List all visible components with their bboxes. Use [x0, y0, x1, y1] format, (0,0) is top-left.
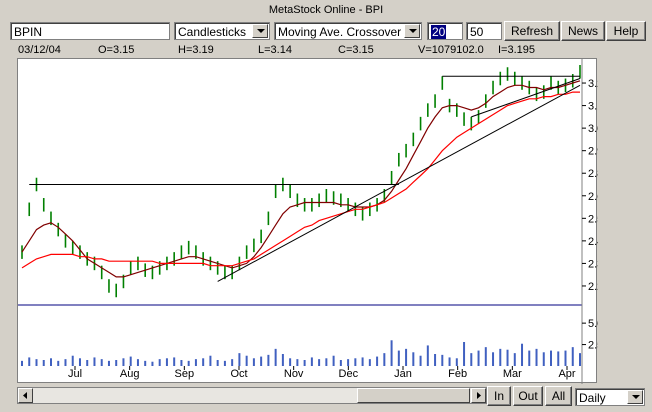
chevron-down-icon[interactable]	[404, 24, 420, 38]
x-tick-label: Feb	[448, 368, 467, 380]
trendline	[471, 78, 581, 118]
news-button[interactable]: News	[561, 21, 605, 41]
y-tick-label: 2.6999	[588, 191, 598, 203]
y-tick-label: 2.8	[588, 168, 598, 180]
quote-close: C=3.15	[338, 44, 374, 56]
window-title: MetaStock Online - BPI	[268, 4, 384, 16]
x-tick-label: Mar	[503, 368, 522, 380]
fast-period-value: 20	[431, 25, 447, 39]
quote-open: O=3.15	[98, 44, 135, 56]
indicator-select[interactable]: Moving Ave. Crossover	[274, 22, 422, 40]
x-tick-label: Jul	[68, 368, 82, 380]
scroll-left-button[interactable]	[18, 388, 33, 403]
volume-tick-label: 2.5m	[588, 340, 598, 352]
arrow-left-icon	[23, 392, 27, 399]
moving-average-line	[21, 91, 580, 269]
interval-select[interactable]: Daily	[575, 388, 645, 406]
x-tick-label: Jan	[394, 368, 412, 380]
chart-style-select[interactable]: Candlesticks	[174, 22, 270, 40]
refresh-button[interactable]: Refresh	[504, 21, 560, 41]
quote-indicator: I=3.195	[498, 44, 536, 56]
y-tick-label: 2.5999	[588, 213, 598, 225]
y-tick-label: 3.2	[588, 78, 598, 90]
x-tick-label: Apr	[558, 368, 575, 380]
symbol-input[interactable]: BPIN	[10, 22, 170, 40]
y-tick-label: 2.3999	[588, 258, 598, 270]
x-tick-label: Oct	[230, 368, 247, 380]
scroll-thumb[interactable]	[357, 388, 470, 403]
help-button[interactable]: Help	[606, 21, 646, 41]
y-tick-label: 2.4999	[588, 236, 598, 248]
slow-period-input[interactable]: 50	[466, 22, 502, 40]
x-tick-label: Aug	[120, 368, 140, 380]
arrow-right-icon	[477, 392, 481, 399]
zoom-all-button[interactable]: All	[545, 386, 572, 406]
trendline	[217, 84, 581, 282]
chevron-down-icon[interactable]	[627, 390, 643, 404]
y-tick-label: 2.9	[588, 146, 598, 158]
indicator-value: Moving Ave. Crossover	[278, 25, 402, 39]
volume-tick-label: 5.0m	[588, 318, 598, 330]
quote-date: 03/12/04	[18, 44, 61, 56]
y-tick-label: 3.1	[588, 101, 598, 113]
fast-period-input[interactable]: 20	[427, 22, 463, 40]
interval-value: Daily	[579, 391, 606, 405]
horizontal-scrollbar[interactable]	[17, 387, 487, 404]
scroll-right-button[interactable]	[471, 388, 486, 403]
moving-average-line	[21, 80, 581, 278]
chart-frame[interactable]: 3.2 3.1 3.0 2.9 2.8 2.6999 2.5999 2.4999 2.3999 2…	[17, 58, 622, 384]
y-tick-label: 2.2999	[588, 281, 598, 293]
x-tick-label: Dec	[339, 368, 359, 380]
zoom-out-button[interactable]: Out	[513, 386, 543, 406]
price-chart[interactable]: 3.2 3.1 3.0 2.9 2.8 2.6999 2.5999 2.4999 2.3999 2…	[18, 59, 622, 384]
quote-high: H=3.19	[178, 44, 214, 56]
chart-style-value: Candlesticks	[178, 25, 247, 39]
quote-volume: V=1079102.0	[418, 44, 484, 56]
x-tick-label: Nov	[284, 368, 304, 380]
quote-low: L=3.14	[258, 44, 292, 56]
y-tick-label: 3.0	[588, 123, 598, 135]
zoom-in-button[interactable]: In	[487, 386, 511, 406]
chevron-down-icon[interactable]	[252, 24, 268, 38]
x-tick-label: Sep	[175, 368, 195, 380]
